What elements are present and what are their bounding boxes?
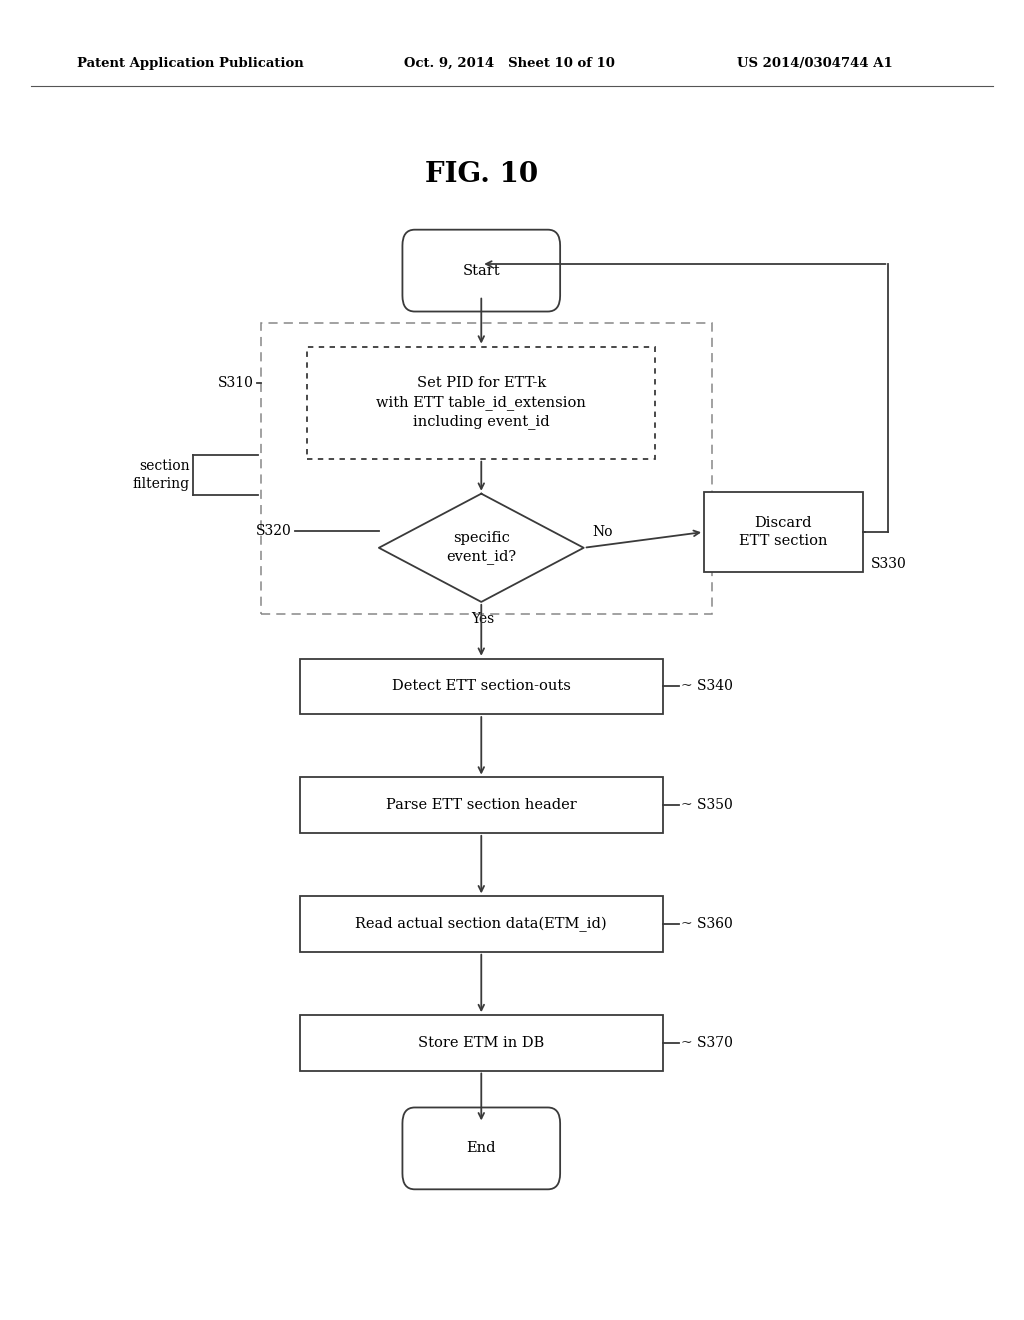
Text: Discard
ETT section: Discard ETT section [739,516,827,548]
Text: S330: S330 [870,557,906,570]
Bar [299,896,664,952]
Text: Patent Application Publication: Patent Application Publication [77,57,303,70]
Text: FIG. 10: FIG. 10 [425,161,538,187]
Text: section
filtering: section filtering [132,459,189,491]
Text: Detect ETT section-outs: Detect ETT section-outs [392,680,570,693]
Text: S310: S310 [218,376,254,389]
Text: Oct. 9, 2014   Sheet 10 of 10: Oct. 9, 2014 Sheet 10 of 10 [404,57,615,70]
Text: ~ S370: ~ S370 [681,1036,733,1049]
Bar [299,659,664,714]
Bar [299,777,664,833]
FancyBboxPatch shape [402,230,560,312]
Polygon shape [379,494,584,602]
FancyBboxPatch shape [402,1107,560,1189]
Text: Start: Start [463,264,500,277]
Text: S320: S320 [256,524,292,537]
Text: Store ETM in DB: Store ETM in DB [418,1036,545,1049]
Text: Read actual section data(ETM_id): Read actual section data(ETM_id) [355,916,607,932]
Text: Set PID for ETT-k
with ETT table_id_extension
including event_id: Set PID for ETT-k with ETT table_id_exte… [377,376,586,429]
Text: Yes: Yes [472,612,495,627]
Text: US 2014/0304744 A1: US 2014/0304744 A1 [737,57,893,70]
Bar [705,492,862,572]
Bar [307,347,655,459]
Text: specific
event_id?: specific event_id? [446,531,516,565]
Text: Parse ETT section header: Parse ETT section header [386,799,577,812]
Bar [261,323,712,614]
Text: ~ S350: ~ S350 [681,799,733,812]
Text: ~ S340: ~ S340 [681,680,733,693]
Text: End: End [467,1142,496,1155]
Text: ~ S360: ~ S360 [681,917,733,931]
Bar [299,1015,664,1071]
Text: No: No [592,525,612,539]
